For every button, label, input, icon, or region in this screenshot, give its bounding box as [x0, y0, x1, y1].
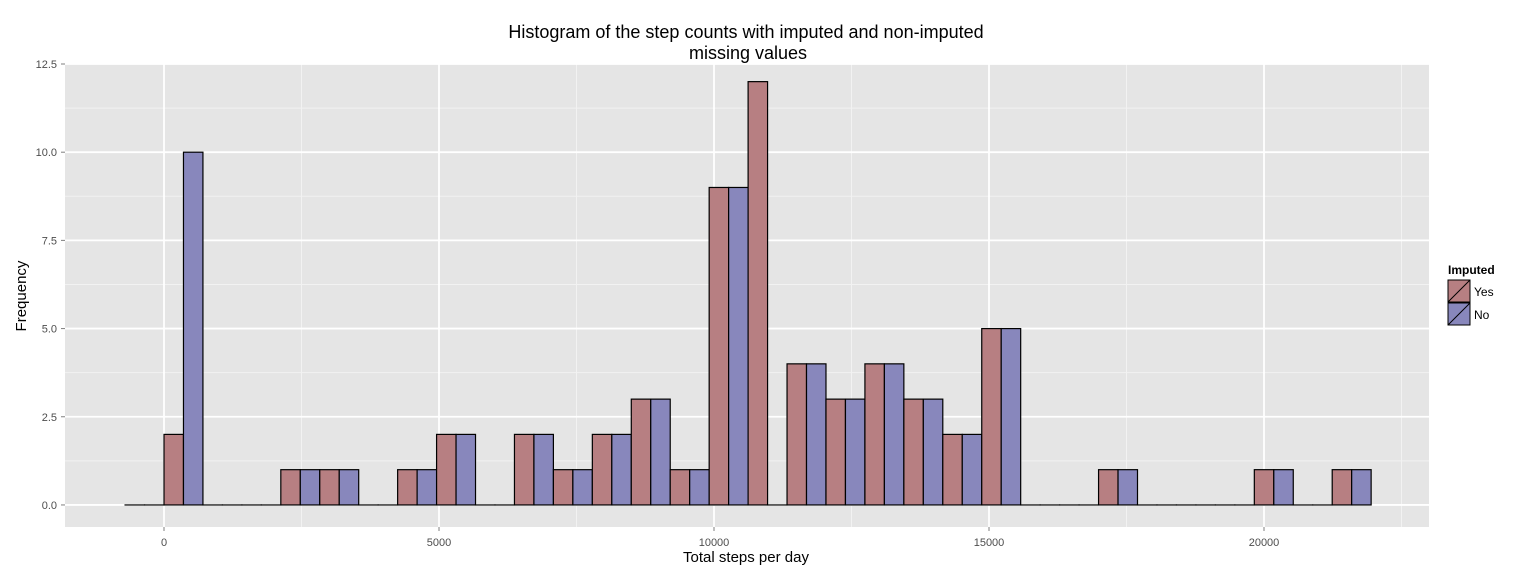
legend-item-yes: Yes — [1447, 279, 1494, 303]
x-tick-label: 10000 — [699, 537, 730, 549]
legend-item-no: No — [1447, 302, 1490, 326]
x-tick-label: 0 — [161, 537, 167, 549]
bar-no — [182, 151, 204, 506]
bar-yes — [1097, 469, 1119, 506]
chart-title-line1: Histogram of the step counts with impute… — [508, 22, 983, 42]
bar-yes — [552, 469, 574, 506]
bar-no — [650, 398, 671, 506]
bar-no — [922, 398, 944, 506]
bar-no — [728, 186, 749, 506]
bar-yes — [981, 327, 1002, 506]
bar-yes — [397, 469, 418, 506]
bar-yes — [903, 398, 924, 506]
bar-no — [611, 433, 632, 506]
bar-yes — [942, 433, 963, 506]
bar-yes — [280, 469, 301, 506]
bar-yes — [1331, 469, 1353, 506]
bar-no — [572, 469, 593, 506]
bar-no — [416, 469, 438, 506]
bar-no — [689, 469, 710, 506]
bars-layer — [124, 81, 1372, 506]
bar-yes — [786, 363, 808, 506]
bar-yes — [1253, 469, 1275, 506]
x-tick-label: 15000 — [974, 537, 1005, 549]
bar-yes — [513, 433, 535, 506]
legend-key-yes-slash — [1447, 279, 1471, 303]
bar-yes — [163, 433, 185, 506]
bar-yes — [630, 398, 652, 506]
bar-no — [805, 363, 827, 506]
bar-yes — [591, 433, 613, 506]
y-tick-label: 7.5 — [42, 235, 57, 247]
bar-yes — [669, 469, 691, 506]
bar-yes — [319, 469, 340, 506]
bar-no — [338, 469, 360, 506]
bar-no — [1117, 469, 1139, 506]
x-tick-label: 5000 — [427, 537, 451, 549]
legend-title: Imputed — [1448, 263, 1495, 277]
y-tick-label: 10.0 — [36, 147, 57, 159]
y-tick-label: 0.0 — [42, 500, 57, 512]
bar-yes — [825, 398, 847, 506]
legend-label-yes: Yes — [1474, 285, 1494, 299]
legend-label-no: No — [1474, 308, 1490, 322]
bar-no — [883, 363, 905, 506]
bar-yes — [864, 363, 885, 506]
y-axis-ticks: 0.0 2.5 5.0 7.5 10.0 12.5 — [36, 59, 65, 512]
y-tick-label: 2.5 — [42, 412, 57, 424]
x-axis-title: Total steps per day — [683, 549, 809, 566]
bar-no — [844, 398, 866, 506]
bar-no — [961, 433, 983, 506]
legend: Imputed Yes No — [1447, 263, 1495, 326]
bar-no — [1000, 327, 1022, 506]
x-tick-label: 20000 — [1249, 537, 1280, 549]
x-axis-ticks: 0 5000 10000 15000 20000 — [161, 527, 1279, 549]
bar-no — [299, 469, 321, 506]
bar-yes — [708, 186, 730, 506]
y-tick-label: 12.5 — [36, 59, 57, 71]
y-axis-title: Frequency — [13, 260, 30, 331]
bar-no — [455, 433, 477, 506]
bar-no — [1273, 469, 1294, 506]
bar-yes — [747, 81, 769, 506]
chart-title-line2: missing values — [689, 43, 807, 63]
bar-no — [533, 433, 554, 506]
bar-no — [1351, 469, 1372, 506]
bar-yes — [435, 433, 457, 506]
legend-key-no-slash — [1447, 302, 1471, 326]
y-tick-label: 5.0 — [42, 324, 57, 336]
